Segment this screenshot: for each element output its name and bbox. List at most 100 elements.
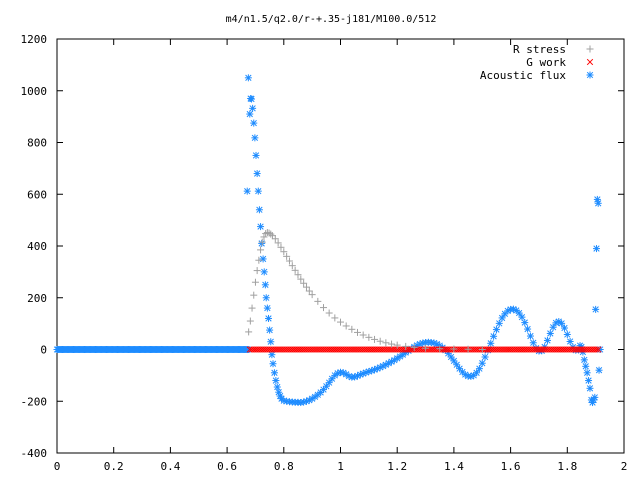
legend-label: R stress (513, 43, 566, 56)
acoustic-flux-point (450, 357, 458, 365)
legend-marker (586, 58, 594, 66)
acoustic-flux-point (586, 384, 594, 392)
acoustic-flux-point (379, 362, 387, 370)
y-tick-label: 1200 (21, 33, 48, 46)
y-tick-label: -400 (21, 447, 48, 460)
acoustic-flux-point (249, 104, 257, 112)
acoustic-flux-point (354, 372, 362, 380)
r-stress-point (257, 246, 265, 254)
acoustic-flux-point (273, 383, 281, 391)
acoustic-flux-point (270, 369, 278, 377)
acoustic-flux-point (583, 369, 591, 377)
acoustic-flux-point (487, 339, 495, 347)
r-stress-point (325, 309, 333, 317)
r-stress-point (288, 262, 296, 270)
acoustic-flux-point (473, 369, 481, 377)
acoustic-flux-point (591, 393, 599, 401)
r-stress-point (263, 229, 271, 237)
acoustic-flux-point (515, 309, 523, 317)
acoustic-flux-point (251, 134, 259, 142)
acoustic-flux-point (246, 110, 254, 118)
x-tick-label: 0 (54, 460, 61, 473)
acoustic-flux-point (257, 223, 265, 231)
legend-marker (586, 71, 594, 79)
r-stress-point (271, 235, 279, 243)
acoustic-flux-point (325, 379, 333, 387)
x-tick-label: 1.6 (501, 460, 521, 473)
acoustic-flux-point (272, 377, 280, 385)
acoustic-flux-point (592, 305, 600, 313)
r-stress-point (280, 248, 288, 256)
g-work-point (593, 346, 600, 353)
r-stress-point (410, 343, 418, 351)
acoustic-flux-point (524, 325, 532, 333)
r-stress-point (314, 297, 322, 305)
r-stress-point (246, 317, 254, 325)
r-stress-point (283, 252, 291, 260)
r-stress-point (436, 345, 444, 353)
r-stress-point (331, 314, 339, 322)
r-stress-point (337, 318, 344, 326)
acoustic-flux-point (254, 187, 262, 195)
acoustic-flux-point (518, 313, 526, 321)
r-stress-point (478, 346, 486, 353)
acoustic-flux-point (475, 365, 483, 373)
acoustic-flux-point (490, 332, 498, 340)
series-acoustic-flux (53, 74, 604, 407)
r-stress-point (359, 331, 367, 339)
r-stress-point (402, 342, 410, 350)
acoustic-flux-point (478, 359, 486, 367)
r-stress-point (300, 279, 308, 287)
acoustic-flux-point (255, 206, 263, 214)
acoustic-flux-point (447, 353, 455, 361)
r-stress-point (450, 345, 458, 353)
g-work-point (595, 346, 602, 353)
acoustic-flux-point (244, 74, 252, 82)
x-tick-label: 0.6 (217, 460, 237, 473)
r-stress-point (365, 333, 373, 341)
series-layer (53, 74, 604, 407)
acoustic-flux-point (453, 361, 461, 369)
acoustic-flux-point (263, 304, 271, 312)
acoustic-flux-point (252, 151, 260, 159)
acoustic-flux-point (585, 377, 593, 385)
r-stress-point (267, 230, 275, 238)
acoustic-flux-point (250, 119, 258, 127)
acoustic-flux-point (529, 339, 537, 347)
acoustic-flux-point (566, 337, 574, 345)
x-tick-label: 1 (337, 460, 344, 473)
acoustic-flux-point (521, 319, 529, 327)
acoustic-flux-point (594, 199, 602, 207)
y-tick-label: 0 (40, 344, 47, 357)
r-stress-point (305, 287, 313, 295)
r-stress-point (268, 232, 276, 240)
acoustic-flux-point (492, 326, 500, 334)
axes: 0 0.2 0.4 0.6 0.8 1 1.2 1.4 1.6 1.8 2 -400 -200 0 200 4… (21, 33, 628, 473)
r-stress-point (294, 271, 302, 279)
acoustic-flux-point (549, 323, 557, 331)
r-stress-point (248, 304, 256, 312)
r-stress-point (376, 337, 384, 345)
r-stress-point (285, 257, 293, 265)
acoustic-flux-point (317, 388, 325, 396)
r-stress-point (255, 256, 263, 264)
r-stress-point (297, 275, 305, 283)
r-stress-point (393, 341, 401, 349)
y-tick-label: 600 (27, 188, 47, 201)
acoustic-flux-point (595, 366, 603, 374)
acoustic-flux-point (582, 362, 590, 370)
r-stress-point (302, 283, 310, 291)
r-stress-point (308, 291, 316, 299)
x-tick-label: 1.2 (387, 460, 407, 473)
acoustic-flux-point (258, 239, 266, 247)
r-stress-point (348, 325, 356, 333)
acoustic-flux-point (260, 268, 268, 276)
acoustic-flux-point (580, 356, 588, 364)
y-tick-label: 400 (27, 240, 47, 253)
acoustic-flux-point (247, 95, 255, 103)
x-tick-label: 0.4 (160, 460, 180, 473)
r-stress-point (245, 328, 253, 336)
x-tick-label: 0.2 (104, 460, 124, 473)
acoustic-flux-point (563, 330, 571, 338)
